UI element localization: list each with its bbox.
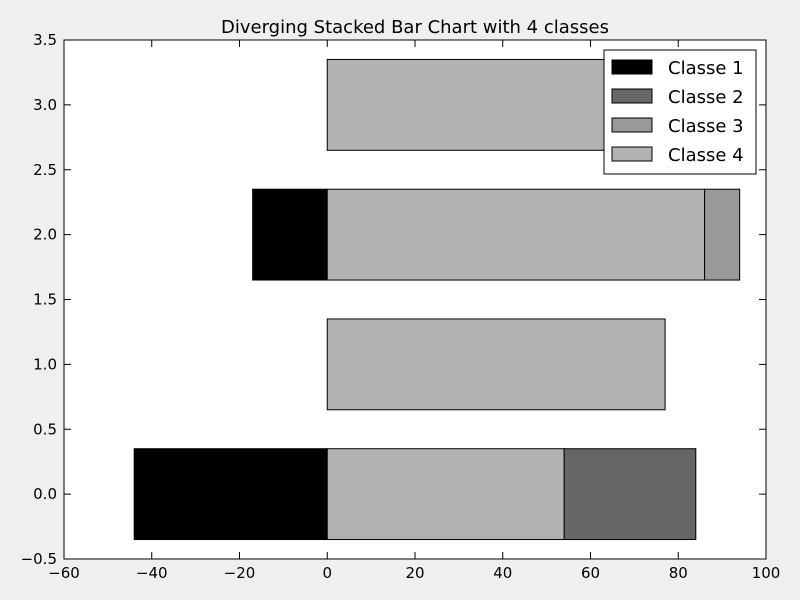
bar-classe-4-0	[326, 448, 565, 541]
legend-swatch-classe-3	[611, 117, 653, 133]
ticks-group: −60 −40 −20 0 20 40 60 80 100 −0.5 0.0 0.5 1.0 1.5 2.0…	[21, 31, 781, 582]
x-tick-label: 40	[493, 564, 512, 582]
y-tick-label: 2.0	[33, 226, 57, 244]
bar-classe-4-3	[326, 58, 613, 151]
x-tick-label: 80	[669, 564, 688, 582]
x-tick-label: −60	[48, 564, 80, 582]
bar-classe-1-2	[252, 188, 328, 281]
x-tick-label: −20	[224, 564, 256, 582]
x-tick-label: 60	[581, 564, 600, 582]
y-tick-label: 2.5	[33, 161, 57, 179]
bar-classe-4-2	[326, 188, 706, 281]
y-tick-label: 0.0	[33, 485, 57, 503]
y-tick-label: 3.5	[33, 31, 57, 49]
legend-label-classe-4: Classe 4	[668, 145, 744, 166]
y-tick-label: 3.0	[33, 96, 57, 114]
plot-frame	[63, 39, 767, 560]
y-tick-label: 0.5	[33, 420, 57, 438]
y-tick-label: −0.5	[21, 550, 57, 568]
legend: Classe 1 Classe 2 Classe 3 Classe 4	[603, 49, 757, 175]
legend-label-classe-2: Classe 2	[668, 87, 744, 108]
y-tick-label: 1.5	[33, 291, 57, 309]
chart-title: Diverging Stacked Bar Chart with 4 class…	[221, 17, 609, 38]
x-tick-label: 20	[405, 564, 424, 582]
x-tick-label: −40	[136, 564, 168, 582]
x-tick-label: 0	[322, 564, 332, 582]
bar-classe-1-0	[133, 448, 328, 541]
y-tick-label: 1.0	[33, 355, 57, 373]
legend-swatch-classe-2	[611, 88, 653, 104]
legend-label-classe-3: Classe 3	[668, 116, 744, 137]
x-tick-label: 100	[752, 564, 781, 582]
bars-group	[133, 58, 741, 541]
bar-classe-4-1	[326, 318, 666, 411]
bar-classe-3-2	[704, 188, 741, 281]
legend-label-classe-1: Classe 1	[668, 58, 744, 79]
legend-swatch-classe-1	[611, 59, 653, 75]
legend-swatch-classe-4	[611, 146, 653, 162]
bar-classe-2-0	[563, 448, 697, 541]
